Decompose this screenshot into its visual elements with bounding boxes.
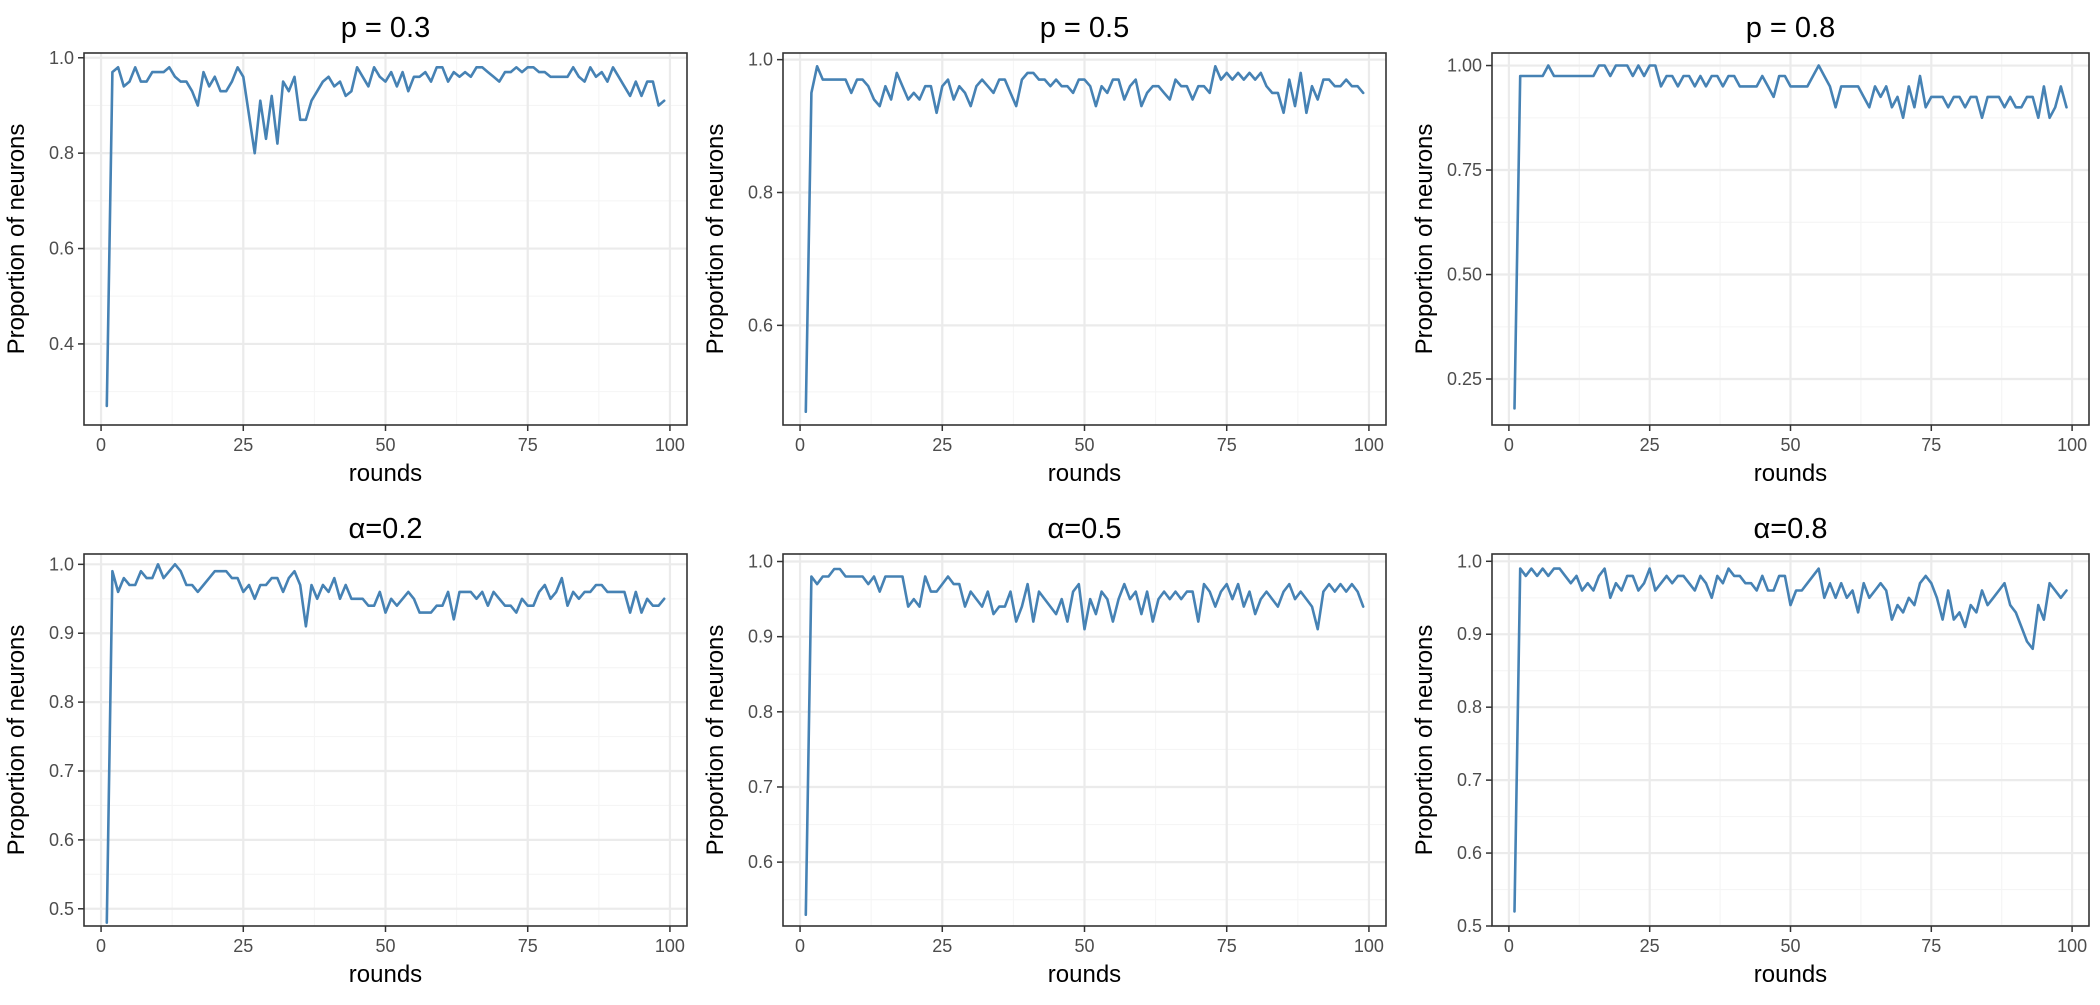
- x-tick-label: 50: [1780, 936, 1800, 956]
- y-tick-label: 0.8: [49, 692, 74, 712]
- y-tick-label: 0.6: [49, 239, 74, 259]
- x-tick-label: 0: [96, 936, 106, 956]
- y-tick-label: 0.8: [1457, 697, 1482, 717]
- y-tick-label: 0.6: [1457, 843, 1482, 863]
- x-tick-label: 25: [1640, 936, 1660, 956]
- panel-6: 0 25 50 75 100 0.5 0.6 0.7 0.8 0.9 1.0 α=0.8 rounds P…: [1411, 513, 2090, 988]
- x-tick-label: 25: [233, 435, 253, 455]
- x-tick-label: 50: [1074, 936, 1094, 956]
- x-tick-label: 50: [375, 435, 395, 455]
- y-axis-title: Proportion of neurons: [1411, 124, 1438, 355]
- x-tick-label: 50: [1074, 435, 1094, 455]
- panel-5: 0 25 50 75 100 0.6 0.7 0.8 0.9 1.0 α=0.5 rounds Prop…: [702, 513, 1387, 988]
- panel-title: p = 0.3: [341, 12, 431, 44]
- x-tick-label: 100: [655, 936, 685, 956]
- x-tick-label: 25: [932, 936, 952, 956]
- y-tick-label: 0.5: [49, 899, 74, 919]
- x-tick-label: 25: [233, 936, 253, 956]
- y-axis-title: Proportion of neurons: [702, 124, 729, 355]
- x-axis-title: rounds: [1048, 460, 1121, 487]
- x-tick-label: 0: [1504, 936, 1514, 956]
- y-tick-label: 0.4: [49, 334, 74, 354]
- y-tick-label: 0.7: [748, 777, 773, 797]
- series-line: [105, 66, 666, 408]
- x-axis-title: rounds: [1754, 460, 1827, 487]
- y-tick-label: 0.8: [49, 143, 74, 163]
- x-tick-label: 75: [518, 435, 538, 455]
- series-line: [105, 562, 666, 924]
- x-tick-label: 50: [1780, 435, 1800, 455]
- y-tick-label: 0.9: [748, 627, 773, 647]
- x-tick-label: 0: [795, 435, 805, 455]
- y-tick-label: 0.50: [1447, 265, 1482, 285]
- y-tick-label: 1.0: [49, 554, 74, 574]
- x-axis-title: rounds: [1048, 961, 1121, 988]
- x-tick-label: 100: [2057, 435, 2087, 455]
- panel-4: 0 25 50 75 100 0.5 0.6 0.7 0.8 0.9 1.0 α=0.2 rounds P…: [3, 513, 688, 988]
- x-axis-title: rounds: [349, 460, 422, 487]
- panel-3: 0 25 50 75 100 0.25 0.50 0.75 1.00 p = 0.8 rounds P…: [1411, 12, 2090, 487]
- x-tick-label: 100: [1354, 936, 1384, 956]
- x-tick-label: 0: [96, 435, 106, 455]
- y-axis-title: Proportion of neurons: [702, 625, 729, 856]
- x-tick-label: 75: [1921, 936, 1941, 956]
- y-tick-label: 0.7: [49, 761, 74, 781]
- y-tick-label: 0.6: [748, 315, 773, 335]
- y-tick-label: 0.8: [748, 702, 773, 722]
- x-tick-label: 75: [1217, 435, 1237, 455]
- y-tick-label: 1.00: [1447, 56, 1482, 76]
- x-tick-label: 75: [1921, 435, 1941, 455]
- x-tick-label: 100: [655, 435, 685, 455]
- x-axis-title: rounds: [349, 961, 422, 988]
- panel-title: α=0.5: [1047, 513, 1121, 545]
- y-axis-title: Proportion of neurons: [3, 625, 30, 856]
- series-line: [1513, 64, 2068, 410]
- y-tick-label: 0.6: [49, 830, 74, 850]
- y-tick-label: 0.9: [49, 623, 74, 643]
- y-axis-title: Proportion of neurons: [1411, 625, 1438, 856]
- panel-title: α=0.8: [1753, 513, 1827, 545]
- panel-2: 0 25 50 75 100 0.6 0.8 1.0 p = 0.5 rounds Proporti…: [702, 12, 1387, 487]
- series-line: [1513, 567, 2068, 913]
- x-tick-label: 25: [1640, 435, 1660, 455]
- x-tick-label: 75: [518, 936, 538, 956]
- y-tick-label: 0.6: [748, 852, 773, 872]
- y-tick-label: 0.75: [1447, 160, 1482, 180]
- y-tick-label: 0.8: [748, 183, 773, 203]
- y-tick-label: 1.0: [748, 552, 773, 572]
- y-tick-label: 1.0: [748, 50, 773, 70]
- series-line: [804, 567, 1365, 917]
- panel-1: 0 25 50 75 100 0.4 0.6 0.8 1.0 p = 0.3 rounds Propo…: [3, 12, 688, 487]
- x-tick-label: 50: [375, 936, 395, 956]
- y-tick-label: 1.0: [49, 48, 74, 68]
- x-axis-title: rounds: [1754, 961, 1827, 988]
- y-tick-label: 0.25: [1447, 369, 1482, 389]
- x-tick-label: 0: [1504, 435, 1514, 455]
- x-tick-label: 25: [932, 435, 952, 455]
- panel-title: α=0.2: [348, 513, 422, 545]
- y-axis-title: Proportion of neurons: [3, 124, 30, 355]
- panel-title: p = 0.5: [1040, 12, 1130, 44]
- y-tick-label: 0.9: [1457, 624, 1482, 644]
- x-tick-label: 100: [1354, 435, 1384, 455]
- x-tick-label: 75: [1217, 936, 1237, 956]
- y-tick-label: 1.0: [1457, 551, 1482, 571]
- panel-title: p = 0.8: [1746, 12, 1836, 44]
- y-tick-label: 0.5: [1457, 916, 1482, 936]
- x-tick-label: 0: [795, 936, 805, 956]
- series-line: [804, 65, 1365, 414]
- x-tick-label: 100: [2057, 936, 2087, 956]
- y-tick-label: 0.7: [1457, 770, 1482, 790]
